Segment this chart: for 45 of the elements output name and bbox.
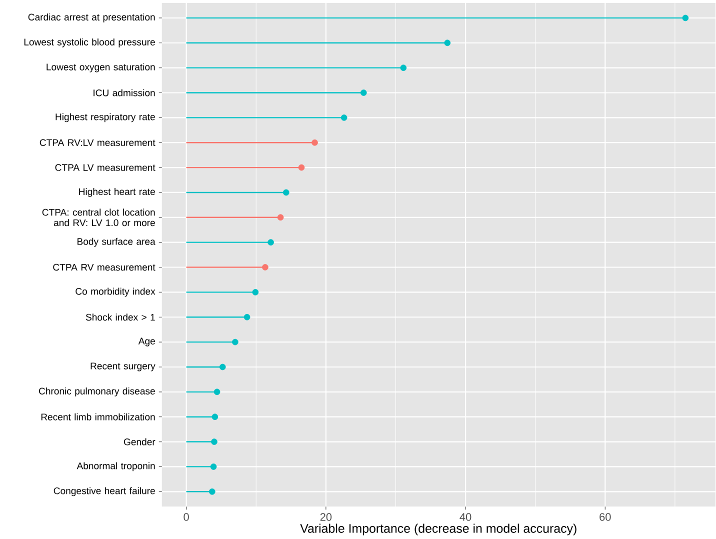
x-tick-label: 20 <box>320 513 332 522</box>
y-tick-label: Recent surgery <box>90 362 156 372</box>
y-tick-label: ICU admission <box>94 89 155 96</box>
point <box>282 189 290 196</box>
y-tick-label: Cardiac arrest at presentation <box>28 14 155 23</box>
y-tick-label: Shock index > 1 <box>86 314 155 321</box>
point <box>400 64 407 72</box>
point <box>219 364 226 370</box>
y-tick-label: Abnormal troponin <box>76 462 155 472</box>
point <box>232 339 238 346</box>
y-tick-label: Body surface area <box>78 238 156 247</box>
x-axis-title: Variable Importance (decrease in model accuracy) <box>300 524 576 536</box>
y-tick-label: CTPA RV measurement <box>53 264 156 271</box>
point <box>268 239 274 246</box>
y-tick-label: Co morbidity index <box>76 288 156 297</box>
y-tick-label: Highest heart rate <box>79 188 155 198</box>
point <box>298 164 305 171</box>
point <box>262 264 268 271</box>
y-tick-label: Lowest oxygen saturation <box>46 64 155 72</box>
point <box>312 140 318 146</box>
point <box>212 414 218 420</box>
y-tick-label: Gender <box>124 438 156 446</box>
point <box>211 438 218 446</box>
y-tick-label: Chronic pulmonary disease <box>38 388 155 397</box>
point <box>340 114 348 122</box>
x-tick-label: 60 <box>600 513 611 522</box>
point <box>277 214 284 221</box>
y-tick-label: Congestive heart failure <box>54 487 155 496</box>
y-tick-label: Highest respiratory rate <box>56 113 155 122</box>
point <box>360 90 367 96</box>
y-tick-label: Lowest systolic blood pressure <box>24 38 155 48</box>
y-tick-label: Recent limb immobilization <box>41 414 155 421</box>
point <box>682 14 689 22</box>
point <box>214 388 220 396</box>
y-tick-label: CTPA LV measurement <box>55 164 156 172</box>
point <box>252 289 259 296</box>
x-tick-label: 0 <box>184 513 189 522</box>
y-tick-label: Age <box>138 338 155 347</box>
y-tick-label: CTPA RV:LV measurement <box>40 139 156 146</box>
y-tick-label: CTPA: central clot location and RV: LV 1.0 or more <box>42 208 155 226</box>
point <box>208 488 216 496</box>
x-tick-label: 40 <box>460 513 472 522</box>
point <box>444 40 451 46</box>
point <box>244 314 250 320</box>
point <box>210 464 217 470</box>
